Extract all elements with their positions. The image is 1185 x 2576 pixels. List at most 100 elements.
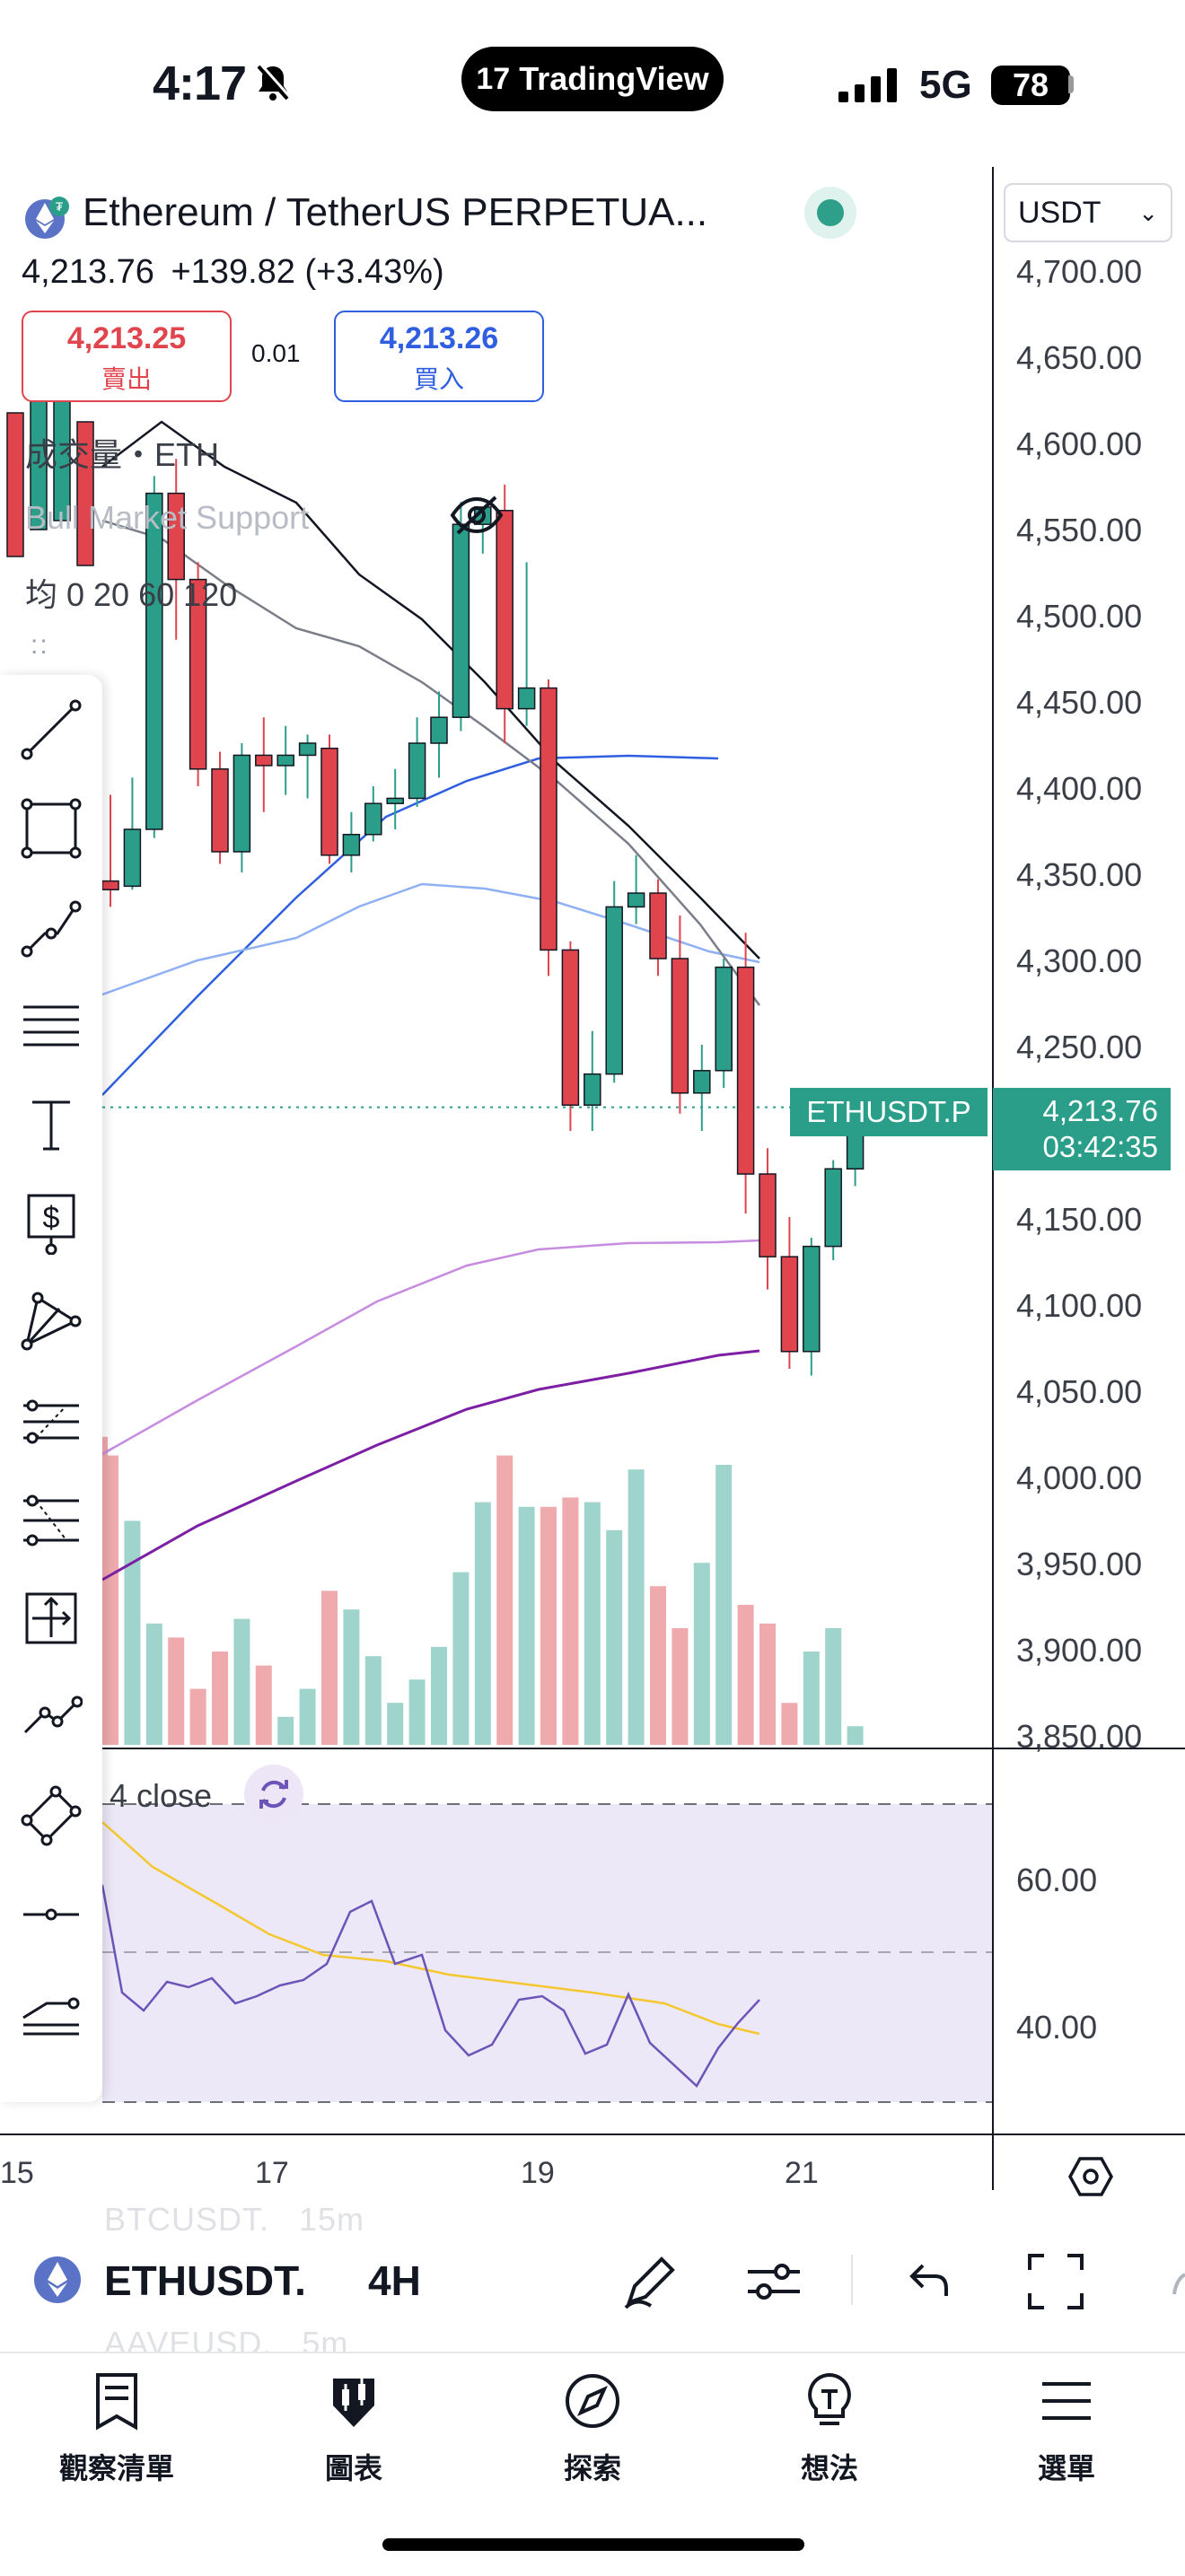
candle-body — [6, 412, 24, 557]
candle — [298, 734, 317, 799]
nav-label: 圖表 — [324, 2452, 382, 2484]
nav-chart[interactable]: 圖表 — [264, 2370, 443, 2487]
ma-line-purple — [101, 1349, 760, 1582]
candle — [101, 794, 119, 907]
nav-label: 觀察清單 — [58, 2452, 174, 2484]
candle — [167, 459, 185, 640]
price-tick: 4,150.00 — [1016, 1201, 1143, 1238]
candle — [211, 751, 229, 864]
horizontal-ray-icon[interactable] — [13, 1876, 90, 1953]
legend-more-handle[interactable]: :: — [31, 630, 49, 660]
interval-selector[interactable]: 4H — [368, 2257, 421, 2304]
polyline-icon[interactable] — [13, 1678, 90, 1756]
indicators-button[interactable] — [734, 2242, 813, 2321]
price-change: +139.82 (+3.43%) — [171, 253, 444, 291]
candle-body — [649, 892, 667, 959]
price-chart[interactable] — [0, 0, 1185, 2190]
ma-line-violet — [101, 1239, 760, 1456]
text-icon[interactable] — [13, 1086, 90, 1163]
price-tick: 3,850.00 — [1016, 1718, 1143, 1755]
forecast-icon[interactable] — [13, 1382, 90, 1459]
volume-bar — [540, 1506, 557, 1745]
ticker-scroll-prev[interactable]: BTCUSDT. 15m — [104, 2201, 365, 2238]
tradingview-logo-icon: 17 — [476, 61, 511, 96]
svg-text:₮: ₮ — [56, 199, 64, 214]
buy-button[interactable]: 4,213.26 買入 — [334, 311, 544, 402]
nav-ideas[interactable]: 想法 — [740, 2370, 919, 2487]
volume-bar — [518, 1506, 535, 1745]
rectangle-icon[interactable] — [13, 790, 90, 867]
candle-body — [561, 949, 580, 1106]
rsi-legend[interactable]: 4 close — [110, 1777, 213, 1814]
symbol-selector[interactable]: ETHUSDT. — [104, 2257, 306, 2304]
drawing-toolbar: $ — [0, 675, 102, 2102]
pitchfork-icon[interactable] — [13, 1284, 90, 1361]
undo-button[interactable] — [887, 2242, 966, 2321]
nav-watchlist[interactable]: 觀察清單 — [27, 2370, 206, 2487]
fib-lines-icon[interactable] — [13, 987, 90, 1065]
candle-body — [693, 1070, 711, 1094]
symbol-title[interactable]: Ethereum / TetherUS PERPETUA... — [83, 190, 708, 234]
chart-settings-icon[interactable] — [1068, 2154, 1113, 2199]
eye-off-icon[interactable] — [449, 492, 505, 539]
volume-bar — [759, 1623, 776, 1745]
volume-bar — [847, 1726, 864, 1745]
nav-menu[interactable]: 選單 — [977, 2370, 1156, 2487]
rsi-tick-60: 60.00 — [1016, 1862, 1098, 1898]
sell-label: 賣出 — [101, 365, 152, 393]
price-note-icon[interactable]: $ — [13, 1185, 90, 1262]
candle-body — [671, 958, 689, 1094]
legend-moving-averages[interactable]: 均 0 20 60 120 — [25, 576, 238, 613]
candle — [408, 717, 426, 808]
chevron-down-icon: ⌄ — [1138, 198, 1158, 226]
candle-body — [584, 1073, 601, 1106]
drawing-tools-button[interactable] — [610, 2242, 689, 2321]
ma-line-lightblue — [101, 882, 760, 996]
x-tick: 19 — [521, 2156, 555, 2190]
price-tick: 3,900.00 — [1016, 1632, 1143, 1669]
volume-bar — [189, 1688, 206, 1745]
price-tick: 4,450.00 — [1016, 684, 1143, 721]
projection-icon[interactable] — [13, 1481, 90, 1558]
candle-body — [276, 754, 294, 767]
spread-value: 0.01 — [251, 339, 301, 367]
last-price: 4,213.76 — [22, 253, 154, 291]
currency-value: USDT — [1018, 195, 1102, 230]
candle-body — [408, 742, 426, 800]
currency-select[interactable]: USDT ⌄ — [1004, 183, 1172, 242]
redo-partial-icon[interactable] — [1172, 2262, 1185, 2298]
candle-body — [101, 880, 119, 890]
candle — [584, 1030, 601, 1131]
trend-line-icon[interactable] — [13, 691, 90, 768]
candle — [780, 1217, 799, 1369]
candle-body — [736, 966, 755, 1175]
refresh-icon[interactable] — [244, 1765, 303, 1824]
svg-text:$: $ — [43, 1201, 60, 1235]
sell-button[interactable]: 4,213.25 賣出 — [22, 311, 232, 402]
long-position-icon[interactable] — [13, 1975, 90, 2052]
candle-body — [517, 687, 536, 710]
fullscreen-button[interactable] — [1016, 2242, 1095, 2321]
candle-body — [605, 906, 623, 1075]
nav-explore[interactable]: 探索 — [503, 2370, 682, 2487]
volume-bar — [496, 1455, 514, 1745]
candle — [233, 743, 251, 872]
candle — [627, 854, 645, 924]
path-icon[interactable] — [13, 889, 90, 966]
buy-label: 買入 — [413, 365, 464, 393]
price-tick: 4,250.00 — [1016, 1029, 1143, 1065]
legend-volume[interactable]: 成交量・ETH — [25, 436, 220, 473]
current-price-value: 4,213.76 — [1042, 1094, 1158, 1127]
volume-bar — [277, 1716, 294, 1745]
candle-body — [167, 492, 185, 581]
volume-bar — [168, 1637, 185, 1745]
channel-icon[interactable] — [13, 1777, 90, 1854]
price-tick: 4,300.00 — [1016, 942, 1143, 979]
eth-coin-icon: ₮ — [25, 197, 69, 239]
volume-bar — [255, 1665, 272, 1745]
candle — [715, 959, 733, 1088]
measure-icon[interactable] — [13, 1580, 90, 1657]
volume-bar — [474, 1502, 491, 1745]
candle — [496, 485, 514, 743]
legend-bull-market-support[interactable]: Bull Market Support — [25, 499, 310, 536]
